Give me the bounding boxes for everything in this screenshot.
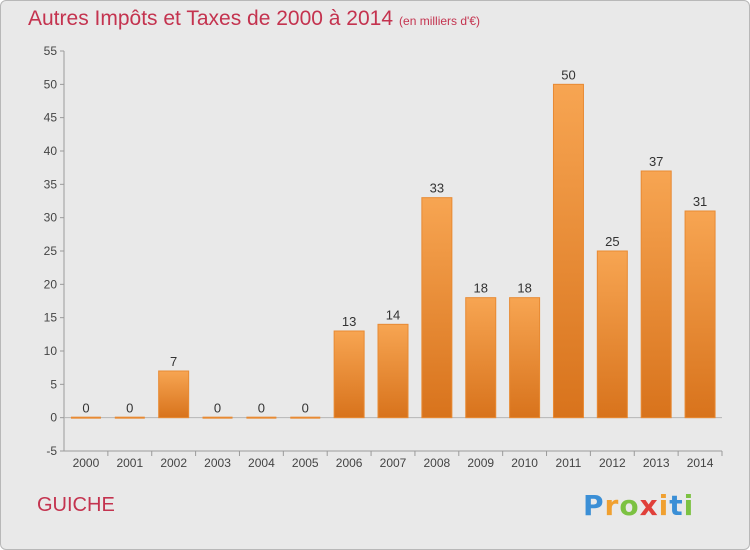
logo-letter: o [619,489,640,522]
x-tick-label: 2013 [643,456,670,470]
bar [640,170,672,419]
y-tick-label: 0 [50,411,57,425]
data-label: 13 [342,314,356,329]
data-label: 0 [82,401,89,416]
logo-letter: i [658,489,670,522]
data-label: 31 [693,194,707,209]
y-tick-label: 35 [44,177,58,191]
logo-letter: r [604,489,620,522]
data-label: 0 [302,401,309,416]
bar [290,416,321,419]
x-tick-label: 2002 [160,456,187,470]
bar [158,370,190,419]
bar [377,323,409,419]
x-tick-label: 2001 [116,456,143,470]
x-tick-label: 2000 [73,456,100,470]
x-tick-label: 2005 [292,456,319,470]
bar [684,210,716,419]
x-tick-label: 2004 [248,456,275,470]
y-tick-label: 15 [44,311,58,325]
proxiti-logo: Proxiti [583,489,694,522]
x-tick-label: 2007 [380,456,407,470]
data-label: 37 [649,154,663,169]
logo-letter: x [639,489,659,522]
y-tick-label: 20 [44,277,58,291]
chart-subtitle: (en milliers d'€) [399,14,481,28]
bar [246,416,277,419]
x-tick-label: 2012 [599,456,626,470]
y-tick-label: 55 [44,44,58,58]
x-tick-label: 2014 [687,456,714,470]
x-tick-label: 2011 [556,456,582,470]
bar [202,416,233,419]
bar [333,330,365,419]
y-tick-label: -5 [46,444,57,458]
bar [114,416,145,419]
bar [421,197,453,419]
data-label: 18 [517,281,531,296]
x-tick-label: 2010 [511,456,538,470]
commune-name: GUICHE [37,494,115,516]
data-label: 33 [430,181,444,196]
y-tick-label: 40 [44,144,58,158]
x-tick-label: 2006 [336,456,363,470]
bar [509,297,541,419]
bar [552,83,584,419]
chart-title-text: Autres Impôts et Taxes de 2000 à 2014 [28,7,394,30]
y-tick-label: 30 [44,211,58,225]
y-tick-label: 25 [44,244,58,258]
bar [596,250,628,419]
data-label: 7 [170,354,177,369]
y-tick-label: 10 [44,344,58,358]
data-label: 25 [605,234,619,249]
y-tick-label: 45 [44,111,58,125]
data-label: 0 [214,401,221,416]
y-tick-label: 50 [44,77,58,91]
logo-letter: t [669,489,684,522]
logo-letter: i [683,489,695,522]
data-label: 0 [258,401,265,416]
data-label: 18 [473,281,487,296]
data-label: 50 [561,67,575,82]
x-tick-label: 2009 [467,456,494,470]
logo-letter: P [583,489,605,522]
x-tick-label: 2008 [424,456,451,470]
bar [465,297,497,419]
x-tick-label: 2003 [204,456,231,470]
data-label: 0 [126,401,133,416]
bar [70,416,101,419]
y-tick-label: 5 [50,377,57,391]
data-label: 14 [386,307,400,322]
chart-title: Autres Impôts et Taxes de 2000 à 2014 (en… [28,7,480,31]
